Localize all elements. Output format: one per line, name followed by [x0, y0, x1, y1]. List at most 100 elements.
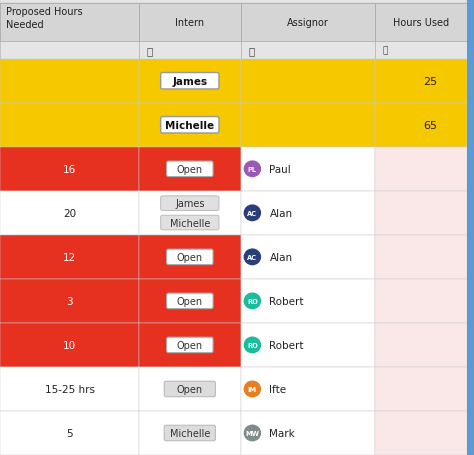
FancyBboxPatch shape	[161, 216, 219, 230]
Circle shape	[244, 249, 260, 265]
Bar	[375, 367, 467, 411]
Text: Robert: Robert	[269, 340, 304, 350]
Bar	[375, 42, 467, 60]
Circle shape	[244, 162, 260, 177]
Bar	[375, 323, 467, 367]
Text: AC: AC	[247, 210, 257, 217]
Bar	[139, 104, 240, 147]
Text: Mark: Mark	[269, 428, 295, 438]
FancyBboxPatch shape	[161, 197, 219, 211]
Text: 15-25 hrs: 15-25 hrs	[45, 384, 94, 394]
Text: Intern: Intern	[175, 18, 204, 28]
Bar	[0, 4, 139, 42]
Bar	[0, 411, 139, 455]
Bar	[375, 192, 467, 235]
FancyBboxPatch shape	[161, 117, 219, 134]
Bar	[139, 279, 240, 323]
Bar	[139, 367, 240, 411]
FancyBboxPatch shape	[166, 338, 213, 353]
Bar	[375, 60, 467, 104]
FancyBboxPatch shape	[164, 381, 215, 397]
Text: RO: RO	[247, 342, 258, 348]
Bar	[240, 60, 375, 104]
Bar	[139, 192, 240, 235]
Bar	[240, 411, 375, 455]
Text: Assignor: Assignor	[287, 18, 328, 28]
Bar	[0, 104, 139, 147]
Text: Hours Used: Hours Used	[393, 18, 449, 28]
Text: 65: 65	[423, 121, 437, 131]
Text: PL: PL	[248, 167, 257, 172]
Text: James: James	[175, 199, 205, 209]
FancyBboxPatch shape	[166, 293, 213, 309]
Bar	[240, 42, 375, 60]
Bar	[0, 147, 139, 192]
Bar	[240, 4, 375, 42]
Text: Michelle: Michelle	[170, 428, 210, 438]
Text: 🔒: 🔒	[383, 46, 388, 56]
Bar	[375, 104, 467, 147]
Text: Open: Open	[177, 253, 203, 262]
Bar	[375, 279, 467, 323]
Text: Michelle: Michelle	[170, 218, 210, 228]
Bar	[375, 147, 467, 192]
Text: ⓘ: ⓘ	[248, 46, 255, 56]
Bar	[240, 192, 375, 235]
Circle shape	[244, 381, 260, 397]
Bar	[467, 0, 474, 455]
Text: 20: 20	[63, 208, 76, 218]
Bar	[139, 147, 240, 192]
Circle shape	[244, 338, 260, 353]
Text: James: James	[172, 76, 208, 86]
Bar	[0, 367, 139, 411]
Text: Paul: Paul	[269, 164, 291, 174]
Text: 5: 5	[66, 428, 73, 438]
Bar	[375, 411, 467, 455]
Bar	[0, 60, 139, 104]
FancyBboxPatch shape	[166, 249, 213, 265]
Bar	[0, 323, 139, 367]
Bar	[240, 279, 375, 323]
Text: Proposed Hours
Needed: Proposed Hours Needed	[6, 7, 82, 30]
Bar	[375, 4, 467, 42]
Text: 12: 12	[63, 253, 76, 262]
Bar	[139, 4, 240, 42]
Text: IM: IM	[248, 386, 257, 392]
Text: 16: 16	[63, 164, 76, 174]
Bar	[0, 235, 139, 279]
Bar	[139, 42, 240, 60]
Text: 10: 10	[63, 340, 76, 350]
Text: 3: 3	[66, 296, 73, 306]
Bar	[240, 367, 375, 411]
Bar	[375, 235, 467, 279]
Bar	[139, 411, 240, 455]
Text: ⓘ: ⓘ	[147, 46, 153, 56]
Circle shape	[244, 293, 260, 309]
Text: Alan: Alan	[269, 253, 292, 262]
Bar	[0, 192, 139, 235]
Text: Open: Open	[177, 164, 203, 174]
Text: Open: Open	[177, 384, 203, 394]
Text: RO: RO	[247, 298, 258, 304]
FancyBboxPatch shape	[161, 73, 219, 90]
Bar	[139, 60, 240, 104]
FancyBboxPatch shape	[164, 425, 215, 441]
Bar	[0, 0, 467, 4]
Bar	[139, 323, 240, 367]
Bar	[0, 279, 139, 323]
Bar	[240, 235, 375, 279]
Text: 25: 25	[423, 76, 437, 86]
Text: Open: Open	[177, 340, 203, 350]
Text: Open: Open	[177, 296, 203, 306]
Text: AC: AC	[247, 254, 257, 260]
Circle shape	[244, 206, 260, 221]
FancyBboxPatch shape	[166, 162, 213, 177]
Text: Ifte: Ifte	[269, 384, 287, 394]
Bar	[240, 323, 375, 367]
Bar	[0, 42, 139, 60]
Bar	[240, 147, 375, 192]
Text: Michelle: Michelle	[165, 121, 214, 131]
Bar	[139, 235, 240, 279]
Bar	[240, 104, 375, 147]
Text: Alan: Alan	[269, 208, 292, 218]
